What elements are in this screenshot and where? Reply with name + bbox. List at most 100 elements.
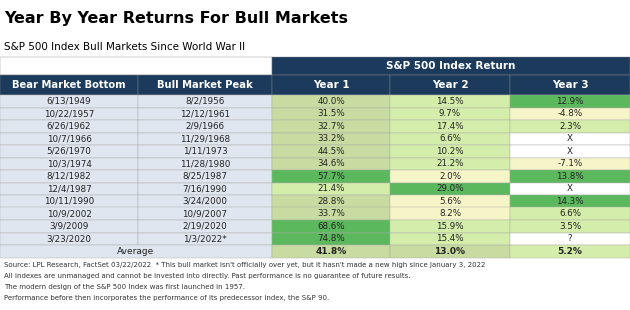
Bar: [0, 245, 272, 258]
Text: 41.8%: 41.8%: [316, 247, 346, 256]
Bar: [272, 120, 390, 132]
Text: 3/24/2000: 3/24/2000: [183, 197, 227, 206]
Bar: [0, 75, 138, 95]
Text: 21.2%: 21.2%: [436, 159, 464, 168]
Bar: [0, 183, 138, 195]
Text: 9.7%: 9.7%: [439, 109, 461, 118]
Text: 10.2%: 10.2%: [436, 147, 464, 156]
Text: The modern design of the S&P 500 Index was first launched in 1957.: The modern design of the S&P 500 Index w…: [4, 284, 245, 290]
Bar: [272, 183, 390, 195]
Bar: [0, 195, 138, 207]
Bar: [510, 75, 630, 95]
Bar: [510, 157, 630, 170]
Bar: [390, 120, 510, 132]
Bar: [510, 195, 630, 207]
Text: 12/4/1987: 12/4/1987: [47, 184, 91, 193]
Text: 6/26/1962: 6/26/1962: [47, 122, 91, 131]
Text: Year By Year Returns For Bull Markets: Year By Year Returns For Bull Markets: [4, 11, 348, 26]
Text: 1/11/1973: 1/11/1973: [183, 147, 227, 156]
Bar: [390, 220, 510, 232]
Bar: [390, 170, 510, 183]
Text: 8.2%: 8.2%: [439, 209, 461, 218]
Bar: [272, 108, 390, 120]
Text: 2/19/2020: 2/19/2020: [183, 222, 227, 231]
Text: 11/29/1968: 11/29/1968: [180, 134, 230, 143]
Text: 44.5%: 44.5%: [317, 147, 345, 156]
Text: X: X: [567, 147, 573, 156]
Bar: [0, 108, 138, 120]
Bar: [138, 145, 272, 157]
Bar: [138, 120, 272, 132]
Text: 12.9%: 12.9%: [556, 97, 584, 106]
Text: 3.5%: 3.5%: [559, 222, 581, 231]
Bar: [510, 207, 630, 220]
Text: 57.7%: 57.7%: [317, 172, 345, 181]
Text: 14.5%: 14.5%: [436, 97, 464, 106]
Bar: [272, 245, 390, 258]
Text: 7/16/1990: 7/16/1990: [183, 184, 227, 193]
Bar: [510, 232, 630, 245]
Bar: [510, 220, 630, 232]
Text: 3/9/2009: 3/9/2009: [49, 222, 89, 231]
Text: 8/2/1956: 8/2/1956: [185, 97, 225, 106]
Bar: [390, 157, 510, 170]
Text: Bear Market Bottom: Bear Market Bottom: [12, 80, 126, 90]
Text: 10/11/1990: 10/11/1990: [44, 197, 94, 206]
Bar: [272, 207, 390, 220]
Bar: [510, 145, 630, 157]
Text: 5/26/1970: 5/26/1970: [47, 147, 91, 156]
Bar: [272, 57, 630, 75]
Bar: [0, 232, 138, 245]
Text: 11/28/1980: 11/28/1980: [180, 159, 230, 168]
Bar: [272, 157, 390, 170]
Text: 3/23/2020: 3/23/2020: [47, 234, 91, 243]
Text: Average: Average: [117, 247, 154, 256]
Text: 10/22/1957: 10/22/1957: [44, 109, 94, 118]
Text: 13.8%: 13.8%: [556, 172, 584, 181]
Text: 34.6%: 34.6%: [317, 159, 345, 168]
Bar: [138, 132, 272, 145]
Bar: [272, 195, 390, 207]
Text: 6.6%: 6.6%: [559, 209, 581, 218]
Text: 5.2%: 5.2%: [558, 247, 583, 256]
Bar: [390, 245, 510, 258]
Text: 2/9/1966: 2/9/1966: [185, 122, 224, 131]
Text: Performance before then incorporates the performance of its predecessor index, t: Performance before then incorporates the…: [4, 295, 329, 301]
Text: 32.7%: 32.7%: [317, 122, 345, 131]
Bar: [0, 120, 138, 132]
Text: 8/12/1982: 8/12/1982: [47, 172, 91, 181]
Text: Year 2: Year 2: [432, 80, 468, 90]
Bar: [138, 75, 272, 95]
Bar: [510, 120, 630, 132]
Text: Year 3: Year 3: [552, 80, 588, 90]
Text: Source: LPL Research, FactSet 03/22/2022  * This bull market isn't officially ov: Source: LPL Research, FactSet 03/22/2022…: [4, 262, 485, 268]
Text: -7.1%: -7.1%: [558, 159, 583, 168]
Text: 17.4%: 17.4%: [436, 122, 464, 131]
Text: 28.8%: 28.8%: [317, 197, 345, 206]
Text: All indexes are unmanaged and cannot be invested into directly. Past performance: All indexes are unmanaged and cannot be …: [4, 273, 411, 279]
Bar: [0, 157, 138, 170]
Bar: [390, 232, 510, 245]
Bar: [138, 183, 272, 195]
Text: 8/25/1987: 8/25/1987: [183, 172, 227, 181]
Bar: [138, 157, 272, 170]
Bar: [390, 207, 510, 220]
Bar: [0, 170, 138, 183]
Text: 15.4%: 15.4%: [436, 234, 464, 243]
Text: S&P 500 Index Return: S&P 500 Index Return: [386, 61, 516, 71]
Text: X: X: [567, 134, 573, 143]
Text: 68.6%: 68.6%: [317, 222, 345, 231]
Bar: [138, 170, 272, 183]
Bar: [390, 183, 510, 195]
Text: ?: ?: [568, 234, 572, 243]
Text: S&P 500 Index Bull Markets Since World War II: S&P 500 Index Bull Markets Since World W…: [4, 42, 245, 52]
Bar: [138, 232, 272, 245]
Text: 14.3%: 14.3%: [556, 197, 584, 206]
Text: Year 1: Year 1: [312, 80, 349, 90]
Bar: [0, 95, 138, 108]
Text: 29.0%: 29.0%: [436, 184, 464, 193]
Bar: [272, 132, 390, 145]
Text: 21.4%: 21.4%: [318, 184, 345, 193]
Bar: [510, 132, 630, 145]
Bar: [390, 132, 510, 145]
